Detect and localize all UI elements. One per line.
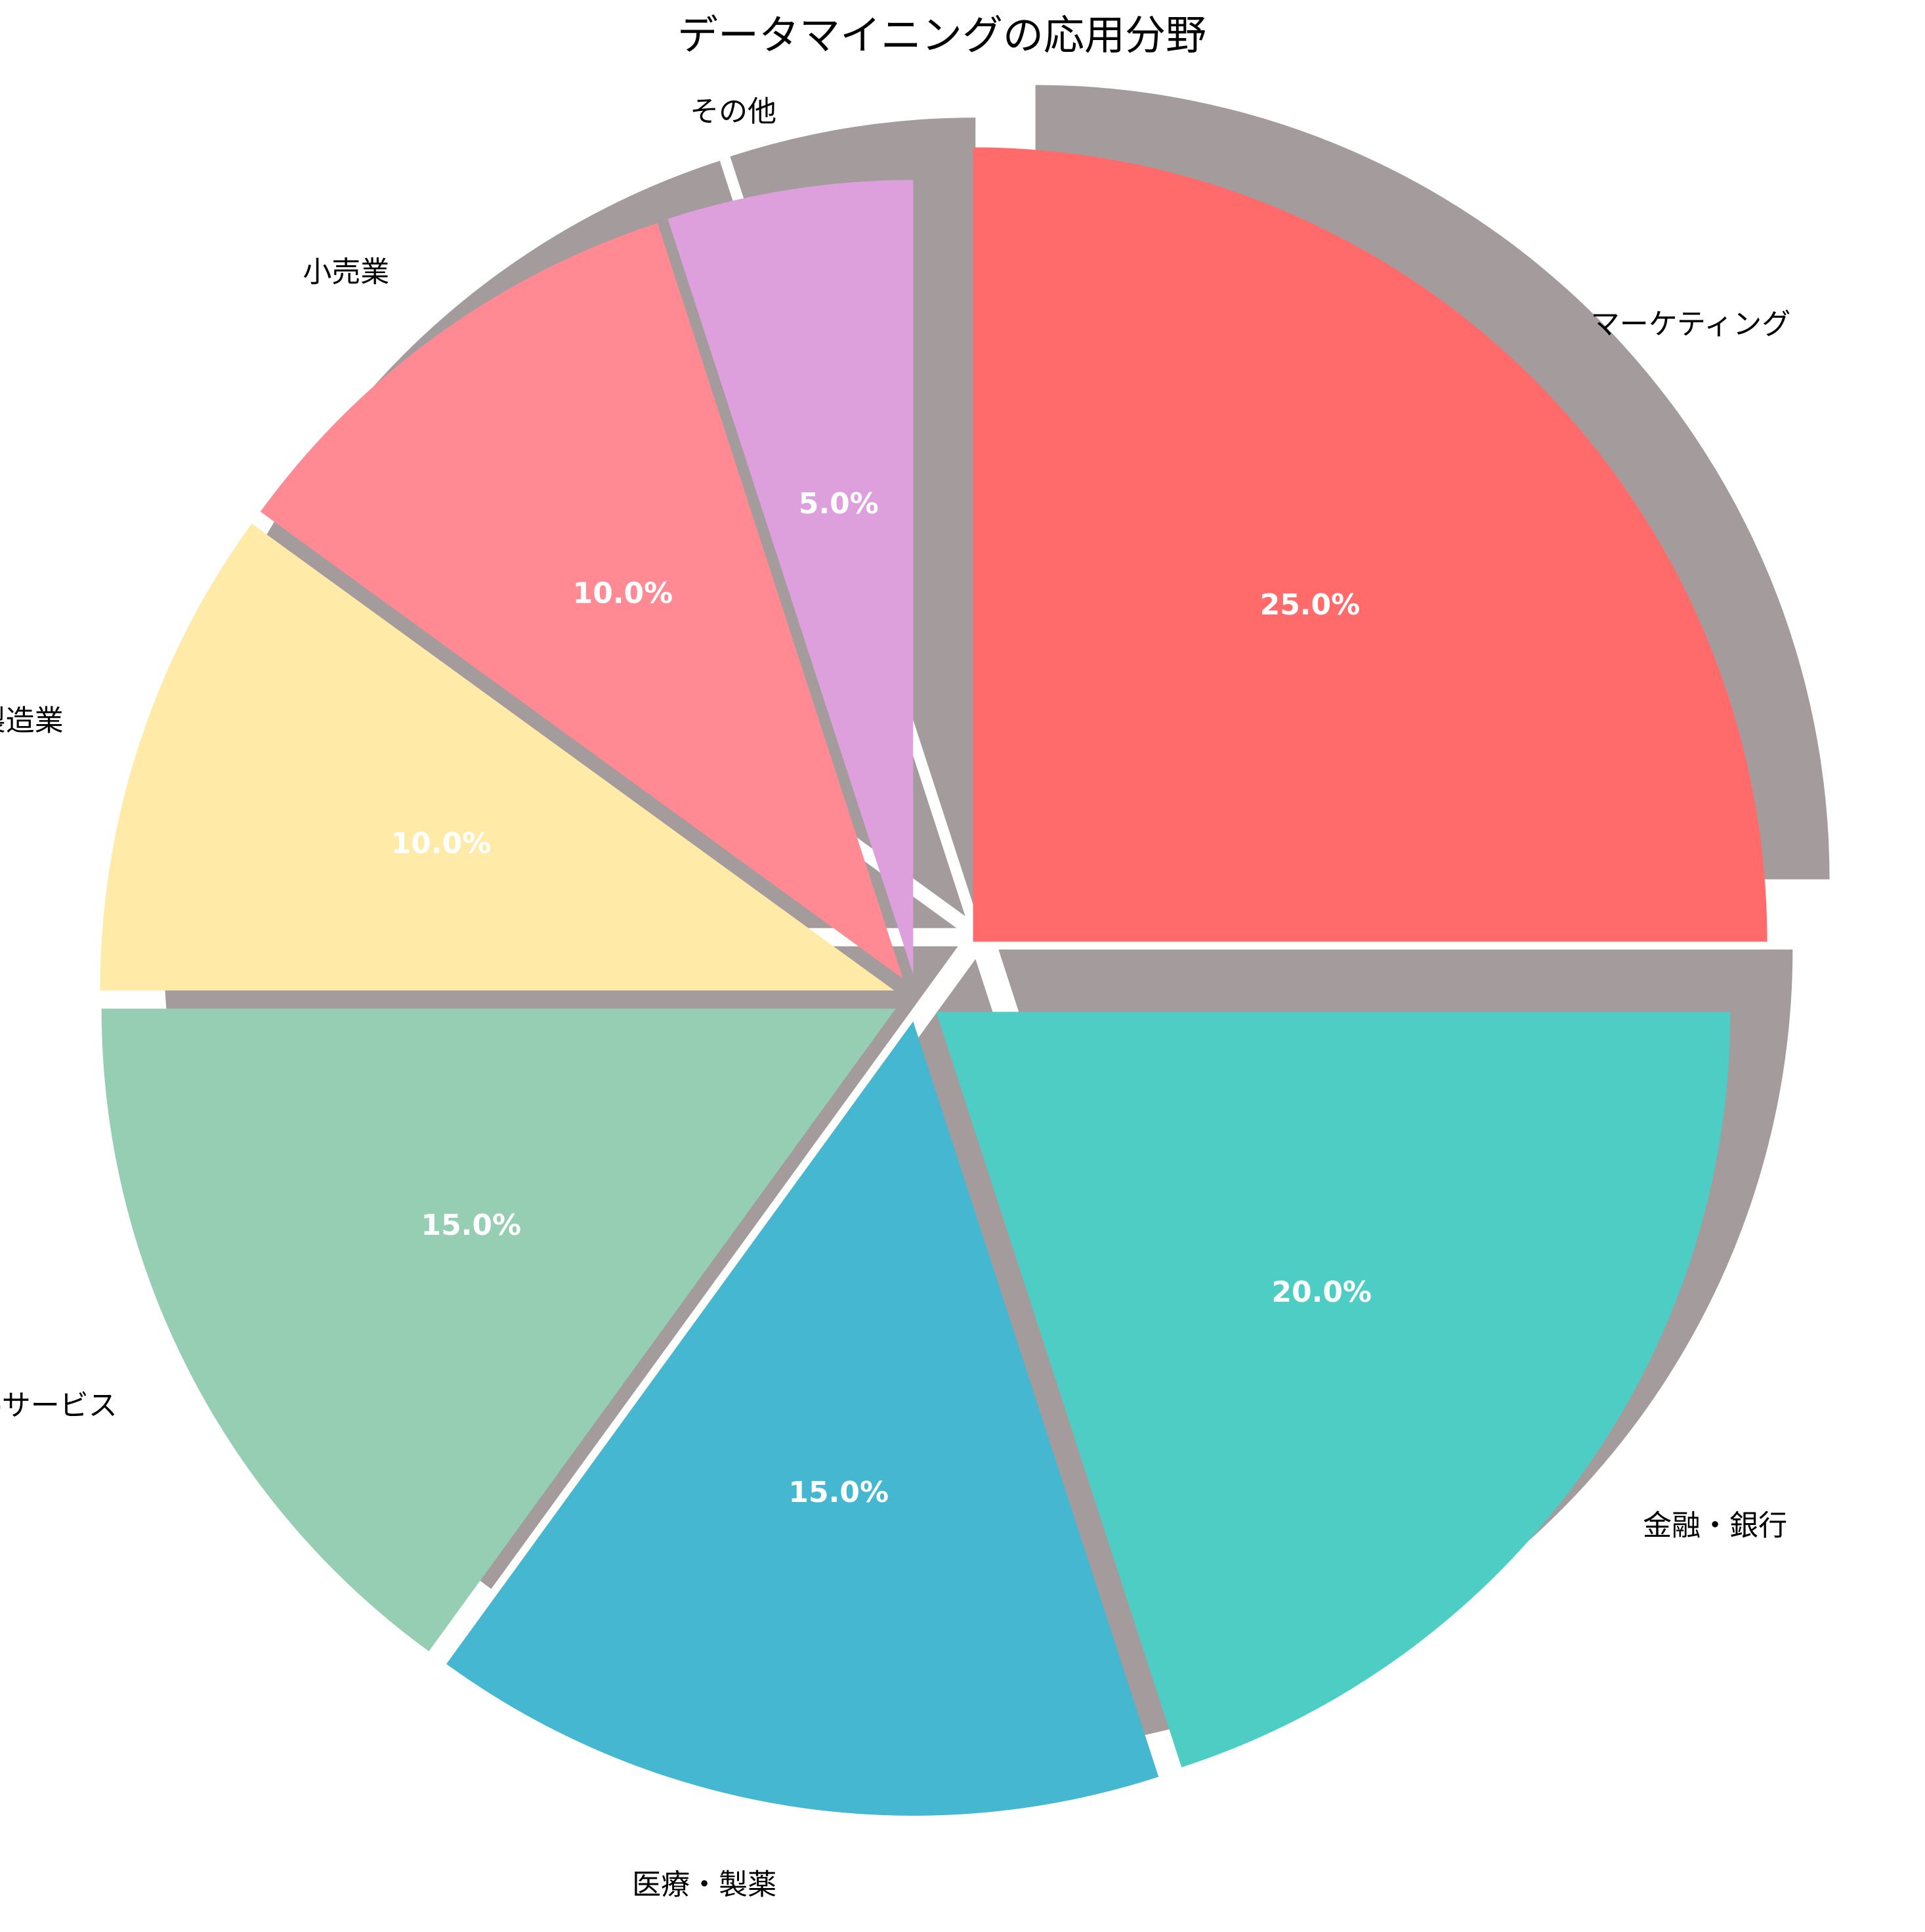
slice-3-percent-label: 15.0% [788,1476,889,1509]
slice-4 [101,1008,896,1652]
slice-1 [973,147,1767,942]
slice-7-category-label: その他 [690,95,776,129]
slice-3 [446,1021,1159,1816]
slice-5-category-label: 製造業 [0,704,64,737]
slice-6-category-label: 小売業 [303,255,389,289]
slice-6-percent-label: 10.0% [573,576,673,610]
slice-4-percent-label: 15.0% [421,1209,521,1242]
slice-2-category-label: 金融・銀行 [1643,1509,1787,1543]
slice-1-category-label: マーケティング [1591,307,1790,341]
slice-5-percent-label: 10.0% [391,826,492,860]
slice-6 [260,223,903,979]
label-layer: 25.0% マーケティング 20.0% 金融・銀行 15.0% 医療・製薬 15.0% Web… [0,95,1790,1902]
slice-2-percent-label: 20.0% [1271,1276,1372,1309]
slice-7-percent-label: 5.0% [799,487,879,521]
slice-3-category-label: 医療・製薬 [632,1868,776,1901]
slice-4-category-label: Webサービス [0,1389,117,1423]
slice-2 [936,1012,1731,1768]
chart-title: データマイニングの応用分野 [677,11,1206,59]
slice-7 [667,180,914,975]
slice-1-percent-label: 25.0% [1260,588,1361,622]
slice-layer [100,147,1767,1816]
slice-5 [100,523,895,991]
